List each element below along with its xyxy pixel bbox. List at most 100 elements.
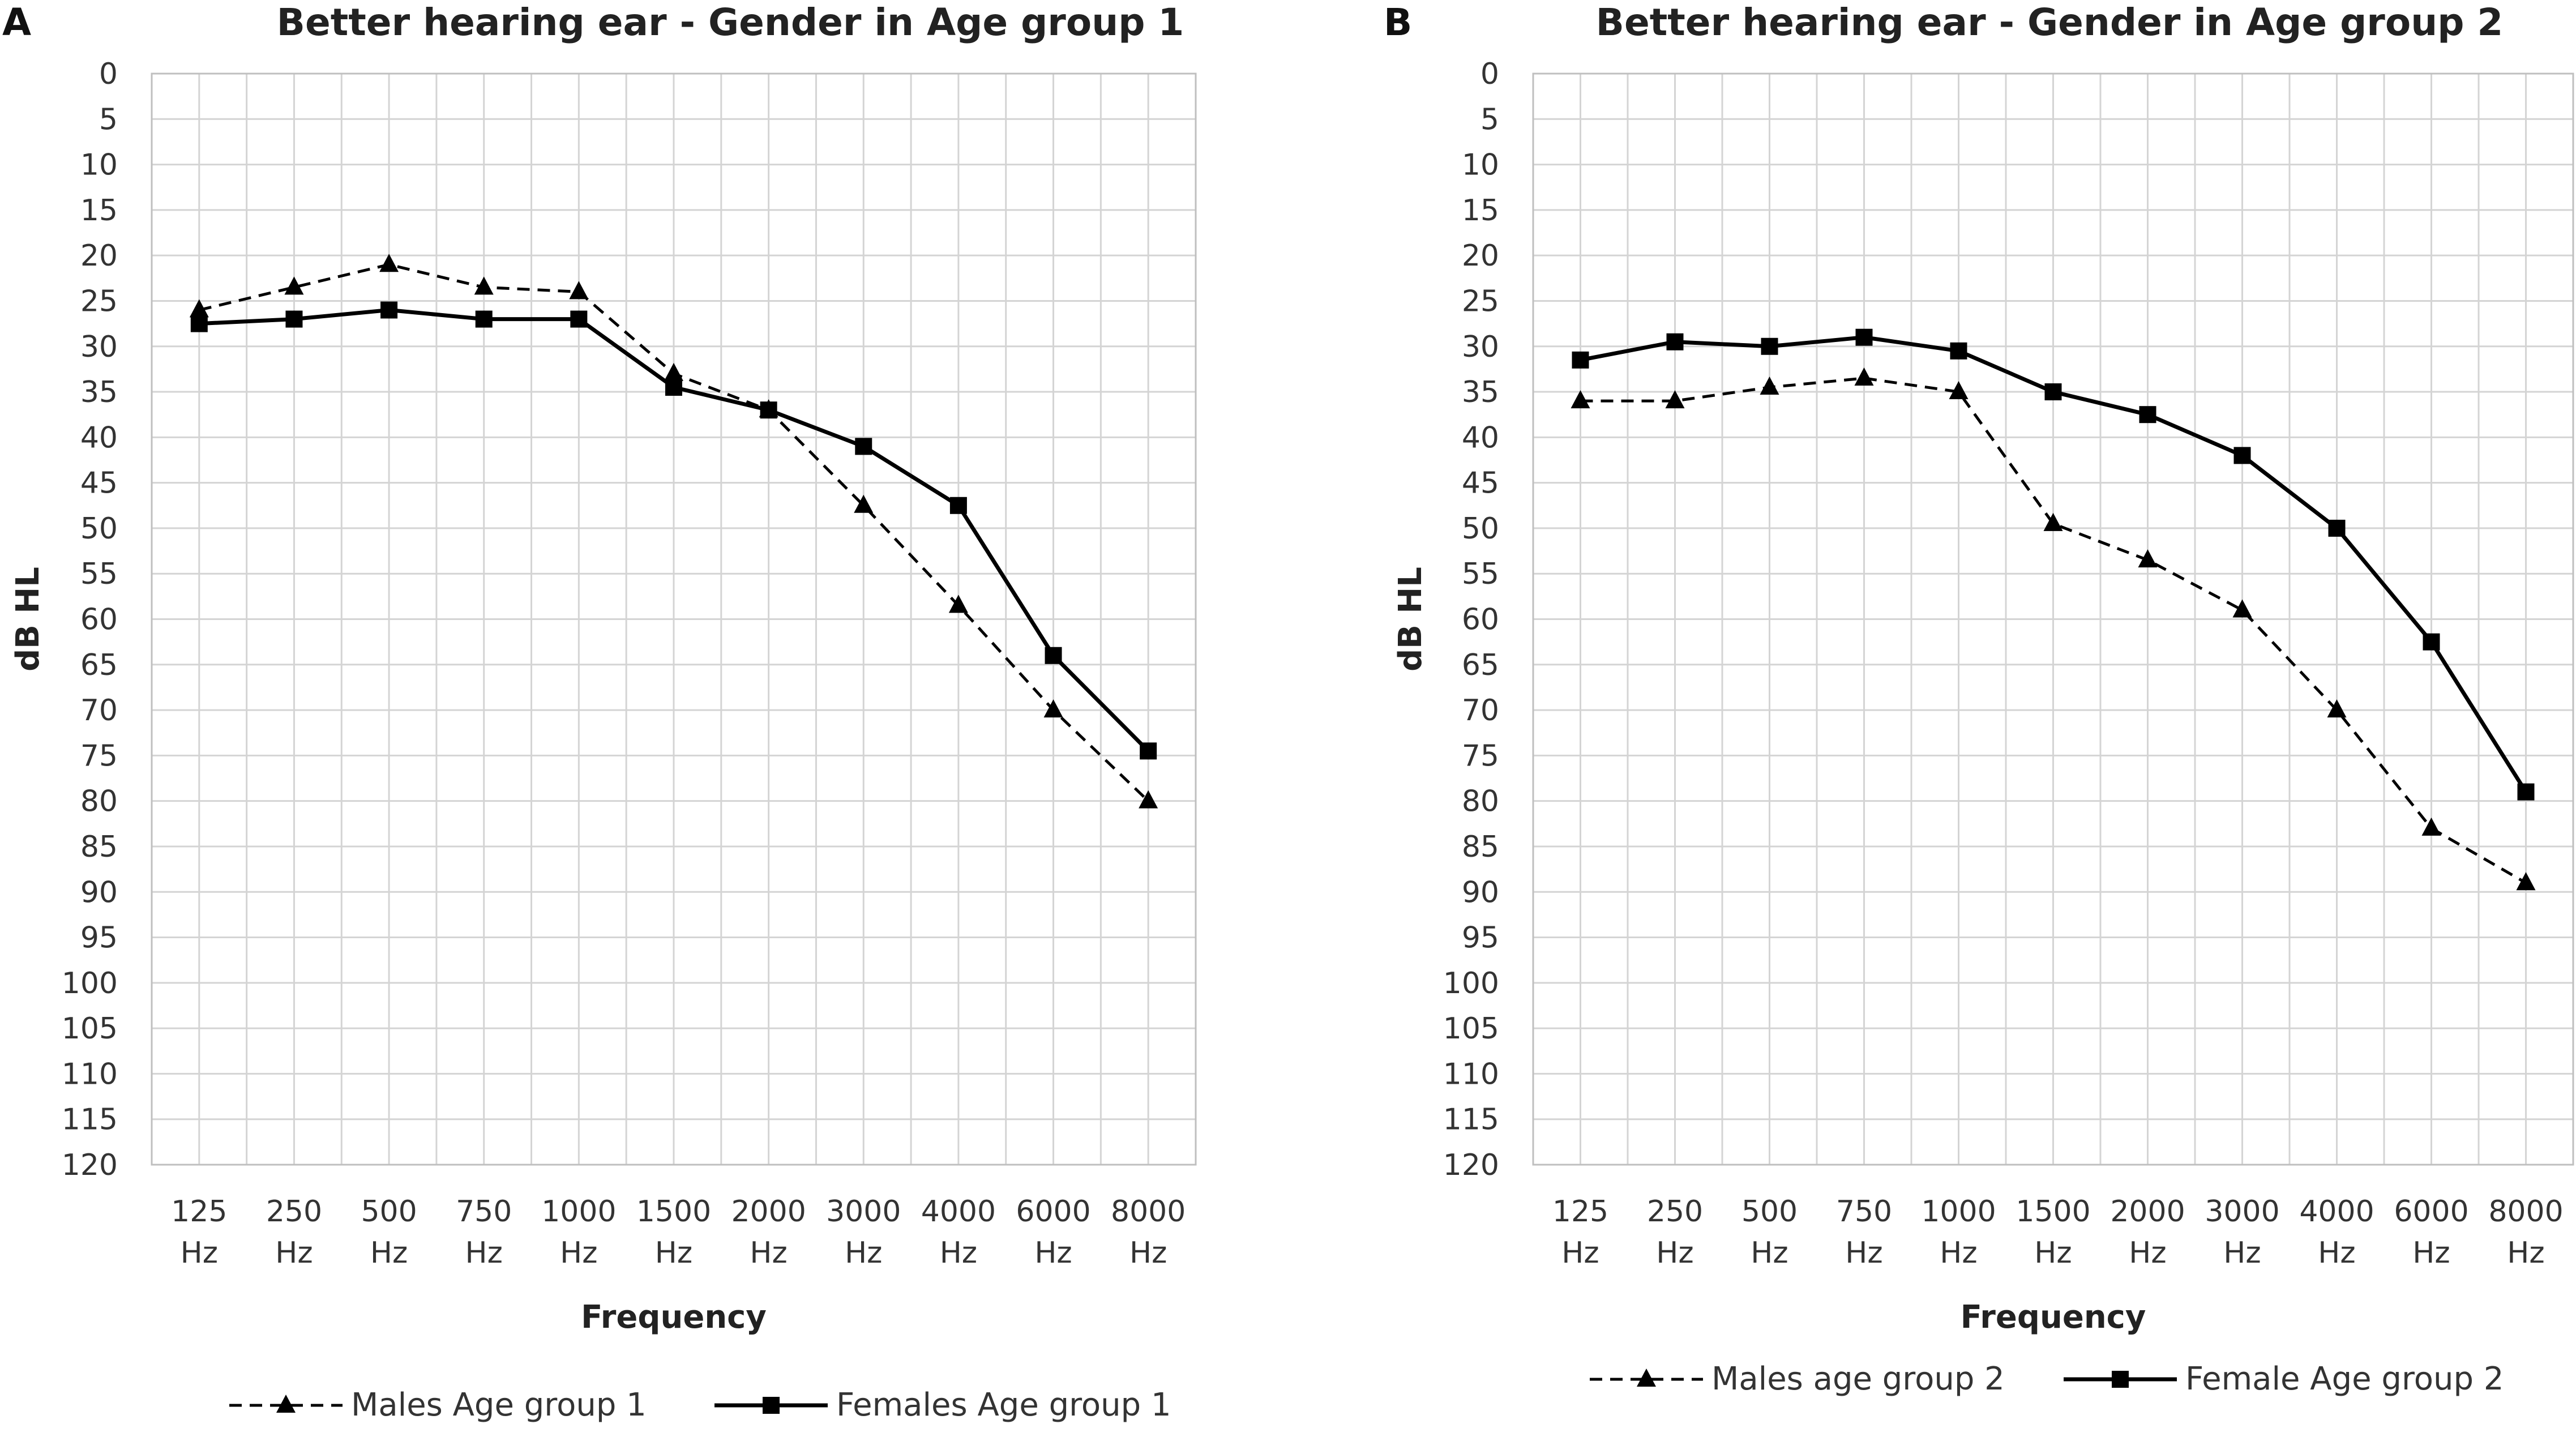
y-tick-label: 10 bbox=[1462, 148, 1499, 182]
x-tick-unit: Hz bbox=[655, 1236, 692, 1270]
y-tick-label: 50 bbox=[80, 512, 118, 546]
x-axis-label: Frequency bbox=[581, 1299, 767, 1336]
y-tick-label: 55 bbox=[1462, 557, 1499, 591]
y-tick-label: 90 bbox=[80, 875, 118, 909]
data-point bbox=[189, 299, 209, 318]
x-tick-label: 2000 bbox=[2110, 1195, 2185, 1229]
legend-item: Males age group 2 bbox=[1590, 1361, 2005, 1397]
y-tick-label: 40 bbox=[80, 421, 118, 455]
data-point bbox=[1760, 377, 1779, 395]
y-tick-label: 120 bbox=[1443, 1148, 1499, 1182]
x-tick-unit: Hz bbox=[1845, 1236, 1882, 1270]
legend-item: Males Age group 1 bbox=[229, 1387, 647, 1423]
data-point bbox=[1761, 337, 1778, 355]
x-tick-label: 8000 bbox=[2488, 1195, 2563, 1229]
legend: Males age group 2 Female Age group 2 bbox=[1590, 1361, 2504, 1397]
x-tick-label: 750 bbox=[456, 1195, 512, 1229]
legend-label: Female Age group 2 bbox=[2185, 1361, 2504, 1397]
data-point bbox=[2328, 519, 2346, 537]
data-point bbox=[1949, 381, 1969, 400]
x-tick-unit: Hz bbox=[2412, 1236, 2450, 1270]
x-tick-label: 1000 bbox=[541, 1195, 616, 1229]
y-tick-label: 20 bbox=[1462, 239, 1499, 273]
panel-label: B bbox=[1384, 1, 1412, 44]
data-point bbox=[2232, 599, 2252, 618]
data-point bbox=[948, 595, 968, 613]
y-tick-label: 95 bbox=[80, 921, 118, 955]
y-tick-label: 85 bbox=[1462, 830, 1499, 864]
data-point bbox=[380, 301, 398, 319]
y-tick-label: 35 bbox=[1462, 375, 1499, 409]
y-tick-label: 75 bbox=[1462, 739, 1499, 773]
x-tick-label: 4000 bbox=[921, 1195, 996, 1229]
x-tick-unit: Hz bbox=[181, 1236, 218, 1270]
chart-panel-b: B Better hearing ear - Gender in Age grou… bbox=[1384, 1, 2574, 1397]
data-point bbox=[1854, 367, 1874, 386]
y-tick-label: 70 bbox=[1462, 694, 1499, 728]
y-tick-label: 0 bbox=[1480, 57, 1499, 91]
y-tick-label: 5 bbox=[1480, 102, 1499, 136]
y-tick-label: 110 bbox=[62, 1057, 118, 1091]
x-tick-label: 750 bbox=[1836, 1195, 1892, 1229]
x-tick-unit: Hz bbox=[1561, 1236, 1599, 1270]
data-point bbox=[1139, 790, 1158, 809]
data-point bbox=[855, 438, 872, 455]
plot-area-border bbox=[151, 72, 1197, 1166]
y-tick-label: 120 bbox=[62, 1148, 118, 1182]
x-tick-label: 1500 bbox=[636, 1195, 711, 1229]
y-tick-label: 10 bbox=[80, 148, 118, 182]
data-point bbox=[475, 310, 493, 328]
x-tick-label: 3000 bbox=[826, 1195, 901, 1229]
series-females bbox=[190, 301, 1157, 760]
data-point bbox=[2423, 633, 2440, 651]
legend-marker bbox=[1637, 1369, 1656, 1387]
x-tick-label: 2000 bbox=[731, 1195, 806, 1229]
legend-marker bbox=[276, 1395, 296, 1413]
x-tick-unit: Hz bbox=[2507, 1236, 2544, 1270]
data-point bbox=[2138, 549, 2158, 568]
x-tick-unit: Hz bbox=[465, 1236, 503, 1270]
plot-area-border bbox=[1532, 72, 2574, 1166]
data-point bbox=[1045, 647, 1062, 664]
x-tick-label: 8000 bbox=[1111, 1195, 1186, 1229]
series-males bbox=[1571, 367, 2536, 891]
panel-label: A bbox=[2, 1, 31, 44]
y-tick-label: 30 bbox=[80, 330, 118, 364]
chart-title: Better hearing ear - Gender in Age group… bbox=[1596, 1, 2504, 44]
y-tick-label: 90 bbox=[1462, 875, 1499, 909]
y-tick-label: 110 bbox=[1443, 1057, 1499, 1091]
x-tick-unit: Hz bbox=[275, 1236, 313, 1270]
y-tick-label: 55 bbox=[80, 557, 118, 591]
y-tick-label: 15 bbox=[1462, 194, 1499, 228]
y-tick-label: 40 bbox=[1462, 421, 1499, 455]
x-tick-unit: Hz bbox=[845, 1236, 882, 1270]
y-tick-label: 100 bbox=[62, 967, 118, 1000]
y-tick-label: 25 bbox=[1462, 284, 1499, 318]
data-point bbox=[474, 276, 494, 295]
y-tick-label: 60 bbox=[80, 603, 118, 637]
x-tick-label: 4000 bbox=[2299, 1195, 2374, 1229]
data-point bbox=[2421, 817, 2441, 836]
data-point bbox=[2516, 872, 2536, 891]
data-point bbox=[2139, 406, 2156, 424]
x-tick-label: 1500 bbox=[2016, 1195, 2090, 1229]
y-tick-label: 15 bbox=[80, 194, 118, 228]
series-females bbox=[1572, 328, 2535, 801]
y-tick-label: 70 bbox=[80, 694, 118, 728]
x-tick-unit: Hz bbox=[940, 1236, 977, 1270]
data-point bbox=[379, 254, 399, 272]
x-tick-label: 250 bbox=[266, 1195, 322, 1229]
x-tick-unit: Hz bbox=[2129, 1236, 2166, 1270]
x-tick-unit: Hz bbox=[750, 1236, 787, 1270]
data-point bbox=[2233, 447, 2251, 464]
x-tick-unit: Hz bbox=[1034, 1236, 1072, 1270]
y-tick-label: 100 bbox=[1443, 967, 1499, 1000]
y-tick-label: 35 bbox=[80, 375, 118, 409]
y-tick-label: 50 bbox=[1462, 512, 1499, 546]
x-tick-unit: Hz bbox=[2318, 1236, 2355, 1270]
y-tick-label: 115 bbox=[62, 1103, 118, 1137]
legend-item: Females Age group 1 bbox=[714, 1387, 1171, 1423]
y-tick-label: 45 bbox=[1462, 467, 1499, 501]
data-point bbox=[1572, 351, 1589, 369]
